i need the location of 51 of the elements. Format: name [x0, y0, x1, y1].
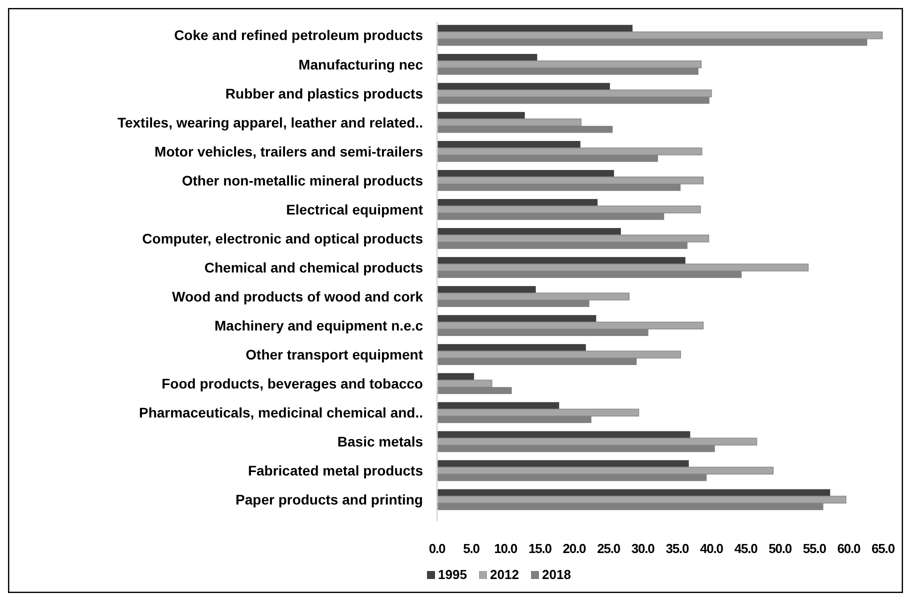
x-tick-label: 10.0 — [494, 541, 518, 556]
y-tick-label: Coke and refined petroleum products — [174, 27, 424, 44]
y-tick-label: Manufacturing nec — [298, 56, 424, 72]
y-tick-label: Basic metals — [337, 434, 424, 450]
y-tick-label: Computer, electronic and optical products — [142, 230, 424, 246]
x-tick-label: 5.0 — [463, 541, 480, 556]
legend-label: 1995 — [438, 567, 467, 582]
bar — [437, 24, 633, 32]
bar — [437, 112, 525, 119]
y-tick-label: Electrical equipment — [286, 201, 424, 218]
x-tick-label: 50.0 — [768, 541, 792, 556]
bar — [437, 82, 610, 90]
x-tick-label: 65.0 — [872, 541, 895, 556]
bar — [437, 431, 690, 438]
x-tick-label: 25.0 — [597, 541, 620, 556]
bar — [437, 315, 596, 322]
bar — [437, 344, 586, 352]
bar — [437, 257, 686, 264]
y-tick-label: Motor vehicles, trailers and semi-trailers — [154, 143, 424, 160]
bar — [437, 373, 474, 380]
y-tick-label: Paper products and printing — [236, 492, 423, 508]
bar — [437, 140, 580, 148]
x-tick-label: 30.0 — [631, 541, 655, 556]
x-tick-label: 15.0 — [528, 541, 552, 556]
y-tick-label: Fabricated metal products — [248, 462, 424, 479]
x-tick-label: 55.0 — [802, 541, 826, 556]
bar — [437, 489, 830, 496]
legend-label: 2018 — [542, 567, 571, 582]
x-tick-label: 40.0 — [700, 541, 724, 556]
y-tick-label: Pharmaceuticals, medicinal chemical and.. — [138, 404, 423, 420]
y-tick-label: Other transport equipment — [246, 346, 424, 362]
y-tick-label: Textiles, wearing apparel, leather and related.. — [117, 114, 423, 130]
x-tick-label: 20.0 — [562, 541, 586, 556]
x-tick-label: 0.0 — [428, 541, 446, 556]
y-tick-label: Machinery and equipment n.e.c — [214, 317, 424, 334]
bar — [437, 460, 689, 468]
y-tick-label: Other non-metallic mineral products — [182, 172, 424, 188]
bar — [437, 170, 614, 177]
x-tick-label: 35.0 — [666, 541, 689, 556]
bar — [437, 199, 598, 206]
y-tick-label: Chemical and chemical products — [204, 259, 424, 276]
bar — [437, 54, 538, 61]
x-tick-label: 60.0 — [837, 541, 861, 556]
bar — [437, 286, 536, 294]
y-tick-label: Rubber and plastics products — [225, 85, 424, 102]
y-tick-label: Wood and products of wood and cork — [172, 288, 424, 304]
y-tick-label: Food products, beverages and tobacco — [162, 375, 423, 392]
legend-label: 2012 — [490, 567, 519, 582]
bar — [437, 228, 621, 235]
x-tick-label: 45.0 — [734, 541, 758, 556]
bar — [437, 402, 560, 410]
